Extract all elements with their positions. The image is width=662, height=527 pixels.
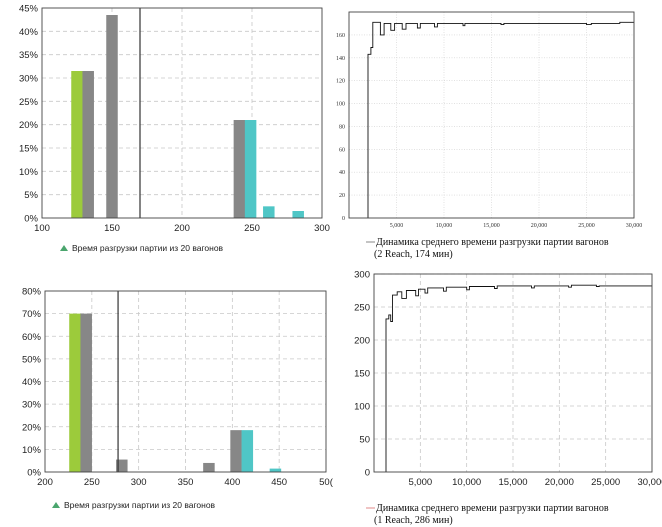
- y-tick-label: 40%: [22, 377, 42, 388]
- y-tick-label: 50: [359, 435, 370, 446]
- y-tick-label: 80: [339, 124, 345, 130]
- x-tick-label: 100: [34, 223, 50, 234]
- legend: Время разгрузки партии из 20 вагонов: [52, 500, 216, 510]
- x-tick-label: 400: [224, 477, 240, 488]
- line-chart-bottom-right: 0 50 100 150 200 250 300 5,000 10,000 15,000 20,0…: [354, 270, 662, 527]
- y-tick-label: 120: [336, 79, 345, 85]
- bar: [203, 462, 215, 472]
- y-tick-label: 20%: [19, 120, 39, 131]
- legend-label: Время разгрузки партии из 20 вагонов: [64, 500, 216, 510]
- bar: [69, 313, 81, 472]
- x-tick-label: 200: [174, 223, 190, 234]
- y-tick-label: 10%: [22, 445, 42, 456]
- y-tick-label: 45%: [19, 4, 39, 15]
- bar: [292, 211, 304, 218]
- x-tick-label: 450: [271, 477, 287, 488]
- y-tick-label: 30%: [19, 74, 39, 85]
- y-tick-label: 100: [354, 402, 370, 413]
- y-tick-label: 30%: [22, 400, 42, 411]
- caption-line-2: (2 Reach, 174 мин): [374, 249, 453, 260]
- legend-icon: [60, 245, 68, 251]
- y-tick-label: 40%: [19, 27, 39, 38]
- legend-icon: [52, 502, 60, 508]
- y-tick-label: 200: [354, 336, 370, 347]
- series-line: [367, 21, 634, 218]
- legend-label: Время разгрузки партии из 20 вагонов: [72, 243, 224, 253]
- y-tick-label: 70%: [22, 309, 42, 320]
- bar: [116, 459, 128, 472]
- x-tick-label: 25,000: [591, 477, 620, 488]
- line-chart-top-right: 0 20 40 60 80 100 120 140 160 5,000 10,000 15,000 2…: [336, 11, 643, 260]
- y-tick-label: 160: [336, 33, 345, 39]
- bar: [82, 71, 94, 218]
- plot-frame: [373, 273, 653, 473]
- y-tick-label: 140: [336, 56, 345, 62]
- y-tick-label: 20: [339, 193, 345, 199]
- x-tick-label: 250: [244, 223, 260, 234]
- y-tick-label: 0: [365, 468, 370, 479]
- y-tick-label: 20%: [22, 422, 42, 433]
- y-tick-label: 0%: [24, 214, 38, 225]
- bar: [230, 430, 242, 472]
- y-tick-label: 60: [339, 147, 345, 153]
- y-tick-label: 150: [354, 369, 370, 380]
- y-tick-label: 50%: [22, 354, 42, 365]
- x-tick-label: 250: [84, 477, 100, 488]
- x-tick-label: 300: [314, 223, 330, 234]
- y-tick-label: 0%: [27, 468, 41, 479]
- x-tick-label: 5,000: [390, 223, 404, 229]
- y-tick-label: 300: [354, 270, 370, 281]
- series-line: [385, 284, 652, 472]
- x-tick-label: 15,000: [498, 477, 527, 488]
- y-tick-label: 250: [354, 303, 370, 314]
- y-tick-label: 5%: [24, 190, 38, 201]
- bar: [106, 15, 118, 218]
- y-tick-label: 60%: [22, 332, 42, 343]
- bar: [80, 313, 92, 472]
- plot-frame: [41, 7, 323, 219]
- x-tick-label: 10,000: [436, 223, 453, 229]
- histogram-bottom-left: 0% 10% 20% 30% 40% 50% 60% 70% 80% 200 250 300 350 4…: [22, 287, 334, 511]
- y-tick-label: 25%: [19, 97, 39, 108]
- plot-frame: [44, 290, 327, 473]
- x-tick-label: 10,000: [452, 477, 481, 488]
- x-tick-label: 300: [131, 477, 147, 488]
- y-tick-label: 0: [342, 216, 345, 222]
- histogram-top-left: 0% 5% 10% 15% 20% 25% 30% 35% 40% 45% 100 150 200 25…: [19, 4, 330, 254]
- x-tick-label: 25,000: [578, 223, 595, 229]
- caption-line-2: (1 Reach, 286 мин): [374, 515, 453, 526]
- caption-line-1: Динамика среднего времени разгрузки парт…: [376, 503, 609, 514]
- y-tick-label: 35%: [19, 50, 39, 61]
- x-tick-label: 200: [37, 477, 53, 488]
- bar: [71, 71, 83, 218]
- x-tick-label: 15,000: [483, 223, 500, 229]
- plot-frame: [348, 11, 635, 219]
- x-tick-label: 20,000: [545, 477, 574, 488]
- y-tick-label: 80%: [22, 287, 42, 298]
- y-tick-label: 100: [336, 102, 345, 108]
- legend: Время разгрузки партии из 20 вагонов: [60, 243, 224, 253]
- bar: [241, 430, 254, 472]
- bar: [244, 120, 257, 218]
- caption-line-1: Динамика среднего времени разгрузки парт…: [376, 237, 609, 248]
- x-tick-label: 350: [178, 477, 194, 488]
- x-tick-label: 20,000: [531, 223, 548, 229]
- y-tick-label: 10%: [19, 167, 39, 178]
- y-tick-label: 15%: [19, 144, 39, 155]
- x-tick-label: 50(: [319, 477, 334, 488]
- x-tick-label: 30,000: [626, 223, 643, 229]
- bar: [269, 468, 282, 472]
- x-tick-label: 30,000: [637, 477, 662, 488]
- x-tick-label: 150: [104, 223, 120, 234]
- bar: [263, 206, 275, 218]
- bar: [233, 120, 246, 218]
- x-tick-label: 5,000: [408, 477, 432, 488]
- y-tick-label: 40: [339, 170, 345, 176]
